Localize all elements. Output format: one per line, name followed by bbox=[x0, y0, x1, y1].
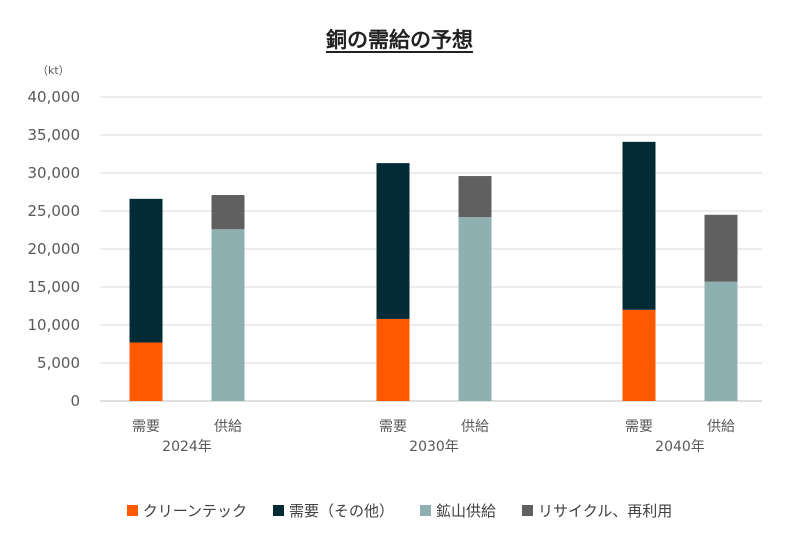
y-tick-label: 30,000 bbox=[28, 164, 81, 182]
x-category-label: 供給 bbox=[707, 419, 735, 435]
bar-segment bbox=[376, 163, 410, 319]
legend-swatch bbox=[272, 505, 284, 516]
bar-segment bbox=[704, 281, 738, 401]
x-category-label: 需要 bbox=[379, 419, 407, 435]
bars bbox=[129, 141, 738, 401]
gridlines bbox=[100, 96, 762, 402]
bar-segment bbox=[704, 214, 738, 282]
legend-label: 需要（その他） bbox=[288, 502, 394, 520]
x-category-label: 需要 bbox=[132, 419, 160, 435]
bar-segment bbox=[211, 195, 245, 230]
bar-segment bbox=[129, 342, 163, 401]
x-category-label: 供給 bbox=[461, 419, 489, 435]
legend-label: リサイクル、再利用 bbox=[538, 502, 673, 520]
bar-segment bbox=[458, 176, 492, 218]
bar-segment bbox=[376, 318, 410, 401]
chart-plot: 0 5,000 10,000 15,000 20,000 25,000 30,000 35,0… bbox=[28, 64, 762, 455]
legend-swatch bbox=[126, 505, 138, 516]
y-tick-label: 5,000 bbox=[37, 354, 80, 372]
y-tick-label: 10,000 bbox=[28, 316, 81, 334]
legend: クリーンテック 需要（その他） 鉱山供給 リサイクル、再利用 bbox=[0, 500, 799, 521]
legend-swatch bbox=[420, 505, 431, 516]
y-tick-label: 20,000 bbox=[28, 240, 81, 258]
x-group-label: 2024年 bbox=[162, 439, 212, 455]
y-axis-unit-label: （kt） bbox=[37, 64, 70, 77]
x-category-label: 需要 bbox=[625, 419, 653, 435]
legend-item: リサイクル、再利用 bbox=[522, 500, 672, 521]
y-tick-label: 0 bbox=[70, 392, 80, 410]
legend-label: 鉱山供給 bbox=[436, 502, 497, 520]
bar-segment bbox=[129, 198, 163, 343]
y-tick-label: 15,000 bbox=[28, 278, 81, 296]
y-tick-label: 40,000 bbox=[28, 88, 81, 106]
legend-label: クリーンテック bbox=[142, 502, 247, 520]
legend-item: クリーンテック bbox=[126, 500, 247, 521]
x-category-label: 供給 bbox=[214, 419, 242, 435]
x-group-label: 2040年 bbox=[655, 439, 705, 455]
bar-segment bbox=[622, 309, 656, 401]
bar-segment bbox=[622, 141, 656, 310]
legend-swatch bbox=[522, 505, 534, 516]
y-tick-label: 35,000 bbox=[28, 126, 81, 144]
legend-item: 鉱山供給 bbox=[420, 500, 496, 521]
y-tick-label: 25,000 bbox=[28, 202, 81, 220]
x-group-label: 2030年 bbox=[409, 439, 459, 455]
legend-item: 需要（その他） bbox=[272, 500, 394, 521]
chart-title: 銅の需給の予想 bbox=[326, 28, 473, 52]
bar-segment bbox=[458, 217, 492, 401]
y-axis-ticks: 0 5,000 10,000 15,000 20,000 25,000 30,000 35,0… bbox=[28, 88, 81, 410]
bar-segment bbox=[211, 229, 245, 401]
